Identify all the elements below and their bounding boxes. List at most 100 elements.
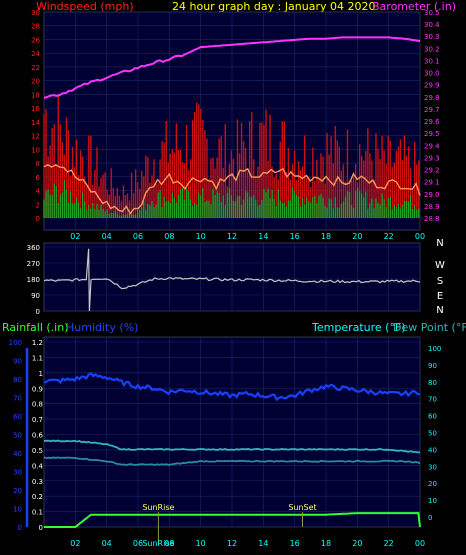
sunset-label: SunSet [288, 503, 316, 512]
temperature-tick-label: 90 [428, 362, 437, 370]
wind-tick-label: 8 [36, 160, 40, 168]
rain-tick-label: 1 [39, 370, 43, 378]
wind-tick-label: 24 [31, 50, 40, 58]
direction-tick-label: 0 [36, 308, 40, 316]
rain-tick-label: 0.6 [32, 432, 44, 440]
humidity-tick-label: 10 [13, 506, 22, 514]
wind-tick-label: 30 [31, 9, 40, 17]
time-tick-label: 22 [384, 232, 394, 241]
direction-panel-marks [43, 248, 421, 312]
time-tick-label: 00 [415, 232, 425, 241]
sunrise-label: SunRise [142, 503, 174, 512]
wind-direction-line [43, 248, 421, 312]
barometer-tick-label: 29.1 [424, 179, 440, 187]
time-tick-label: 18 [321, 539, 331, 548]
time-tick-label: 04 [102, 539, 112, 548]
temperature-line [43, 439, 421, 454]
humidity-tick-label: 0 [18, 524, 22, 532]
time-tick-label: 22 [384, 539, 394, 548]
barometer-tick-label: 29.4 [424, 142, 440, 150]
humidity-line [43, 371, 420, 402]
humidity-tick-label: 70 [13, 395, 22, 403]
barometer-tick-label: 30.3 [424, 33, 440, 41]
humidity-tick-label: 50 [13, 432, 22, 440]
temperature-tick-label: 80 [428, 379, 437, 387]
wind-panel-marks [43, 36, 421, 218]
wind-tick-label: 18 [31, 91, 40, 99]
barometer-tick-label: 29.9 [424, 82, 440, 90]
humidity-tick-label: 100 [9, 339, 22, 347]
barometer-tick-label: 29.5 [424, 130, 440, 138]
humidity-panel-marks: SunRise SunSet SunRise [43, 371, 421, 548]
humidity-tick-label: 80 [13, 376, 22, 384]
temperature-tick-label: 30 [428, 463, 437, 471]
temperature-axis-label: Temperature (°F) [311, 321, 406, 334]
wind-tick-label: 14 [31, 119, 40, 127]
barometer-tick-label: 29.7 [424, 106, 440, 114]
time-tick-label: 12 [227, 539, 237, 548]
rain-tick-label: 1.2 [32, 339, 43, 347]
temperature-tick-label: 20 [428, 480, 437, 488]
humidity-tick-label: 60 [13, 413, 22, 421]
time-tick-label: 10 [196, 232, 206, 241]
temperature-tick-label: 50 [428, 430, 437, 438]
humidity-axis-label: Humidity (%) [66, 321, 138, 334]
humidity-tick-label: 40 [13, 450, 22, 458]
dew-point-line [43, 456, 421, 467]
humidity-tick-label: 20 [13, 487, 22, 495]
direction-tick-label: 270 [27, 260, 40, 268]
rain-tick-label: 0.1 [32, 509, 43, 517]
temperature-tick-label: 70 [428, 396, 437, 404]
rainfall-axis-label: Rainfall (.in) [2, 321, 69, 334]
rain-tick-label: 0.2 [32, 493, 43, 501]
barometer-tick-label: 29.0 [424, 191, 440, 199]
barometer-tick-label: 30.4 [424, 21, 440, 29]
wind-tick-label: 4 [36, 188, 41, 196]
sunrise-bottom-label: SunRise [142, 539, 174, 548]
time-tick-label: 08 [164, 539, 174, 548]
wind-tick-label: 20 [31, 78, 40, 86]
compass-label: W [435, 260, 445, 271]
rainfall-line [44, 512, 421, 528]
barometer-tick-label: 30.2 [424, 45, 440, 53]
time-tick-label: 16 [290, 232, 300, 241]
wind-tick-label: 26 [31, 36, 40, 44]
compass-label: N [436, 305, 443, 316]
compass-label: E [437, 291, 443, 302]
barometer-tick-label: 28.8 [424, 215, 440, 223]
time-tick-label: 04 [102, 232, 112, 241]
time-tick-label: 06 [133, 539, 143, 548]
barometer-tick-label: 29.2 [424, 167, 440, 175]
wind-tick-label: 0 [36, 215, 40, 223]
wind-tick-label: 6 [36, 174, 41, 182]
time-tick-label: 02 [70, 539, 80, 548]
time-tick-label: 02 [70, 232, 80, 241]
barometer-axis-label: Barometer (.in) [372, 0, 456, 13]
wind-tick-label: 22 [31, 64, 40, 72]
humidity-panel-ticks: 0 0.1 0.2 0.3 0.4 0.5 0.6 0.7 0.8 0.9 1 1.1 1.2 0 10 20… [9, 339, 442, 548]
time-tick-label: 08 [164, 232, 174, 241]
barometer-tick-label: 29.3 [424, 154, 440, 162]
barometer-tick-label: 28.9 [424, 203, 440, 211]
wind-tick-label: 28 [31, 23, 40, 31]
compass-label: N [436, 238, 443, 249]
wind-panel-ticks: 02468101214161820222426283028.828.929.02… [31, 9, 440, 241]
time-tick-label: 12 [227, 232, 237, 241]
humidity-tick-label: 30 [13, 469, 22, 477]
dew-point-axis-label: Dew Point (°F) [393, 321, 466, 334]
rain-tick-label: 0.3 [32, 478, 43, 486]
barometer-tick-label: 29.6 [424, 118, 440, 126]
rain-tick-label: 0.5 [32, 447, 43, 455]
temperature-tick-label: 40 [428, 446, 437, 454]
direction-tick-label: 90 [31, 292, 40, 300]
time-tick-label: 06 [133, 232, 143, 241]
temperature-tick-label: 0 [428, 514, 432, 522]
chart-title: 24 hour graph day : January 04 2020 [172, 0, 376, 13]
wind-tick-label: 2 [36, 201, 40, 209]
rain-tick-label: 0.4 [32, 462, 44, 470]
time-tick-label: 16 [290, 539, 300, 548]
wind-tick-label: 16 [31, 105, 40, 113]
direction-tick-label: 180 [27, 276, 40, 284]
